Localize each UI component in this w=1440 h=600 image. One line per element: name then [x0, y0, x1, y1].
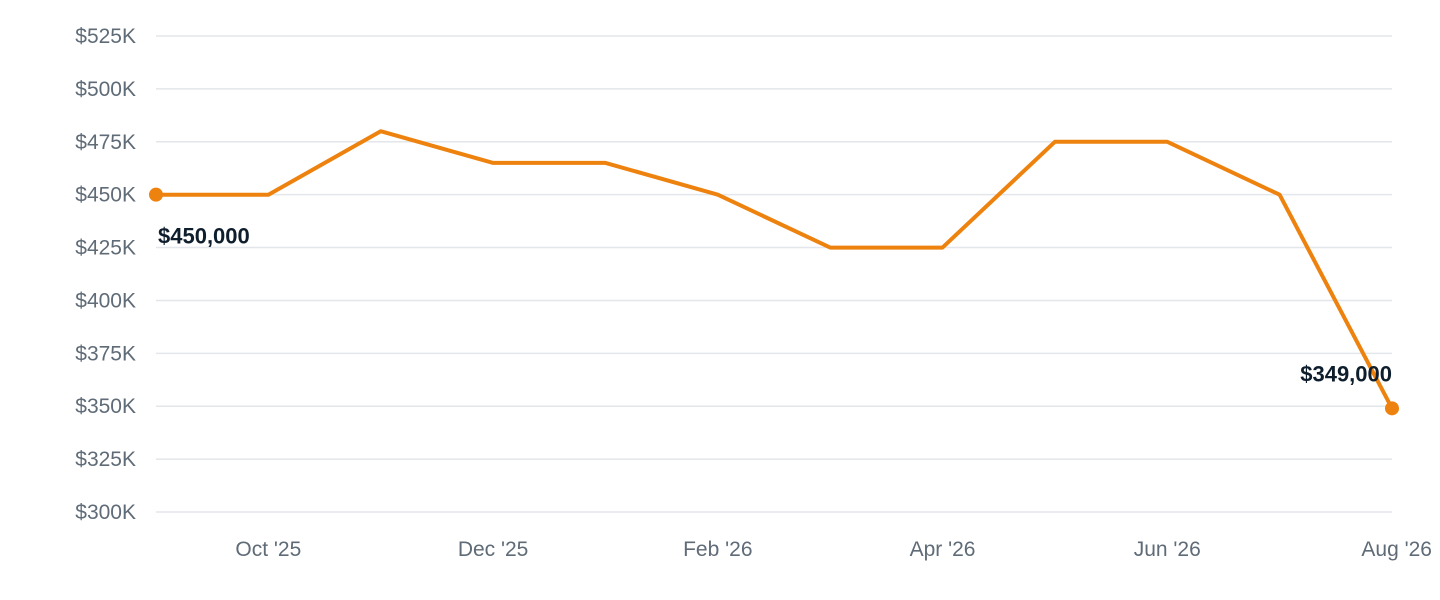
y-gridlines	[156, 35, 1392, 513]
annotations: $450,000 $349,000	[158, 224, 1392, 387]
x-tick-label: Jun '26	[1134, 538, 1201, 561]
y-tick-label: $400K	[75, 289, 136, 312]
series-line	[154, 129, 1394, 411]
x-tick-label: Feb '26	[683, 538, 752, 561]
y-tick-label: $450K	[75, 184, 136, 207]
y-tick-label: $300K	[75, 501, 136, 524]
x-tick-label: Apr '26	[910, 538, 976, 561]
start-point-marker[interactable]	[149, 187, 163, 202]
y-tick-label: $375K	[75, 342, 136, 365]
start-value-label: $450,000	[158, 224, 250, 249]
x-axis-ticks: Oct '25 Dec '25 Feb '26 Apr '26 Jun '26 Aug '…	[235, 538, 1432, 561]
y-tick-label: $425K	[75, 237, 136, 260]
y-tick-label: $475K	[75, 131, 136, 154]
y-tick-label: $525K	[75, 25, 136, 48]
x-tick-label: Aug '26	[1361, 538, 1432, 561]
y-tick-label: $325K	[75, 448, 136, 471]
y-tick-label: $350K	[75, 395, 136, 418]
end-value-label: $349,000	[1300, 361, 1392, 386]
y-tick-label: $500K	[75, 78, 136, 101]
x-tick-label: Dec '25	[458, 538, 529, 561]
end-point-marker[interactable]	[1385, 401, 1399, 416]
x-tick-label: Oct '25	[235, 538, 301, 561]
y-axis-ticks: $300K $325K $350K $375K $400K $425K $450K $475K…	[75, 25, 136, 524]
series-layer	[149, 129, 1399, 416]
